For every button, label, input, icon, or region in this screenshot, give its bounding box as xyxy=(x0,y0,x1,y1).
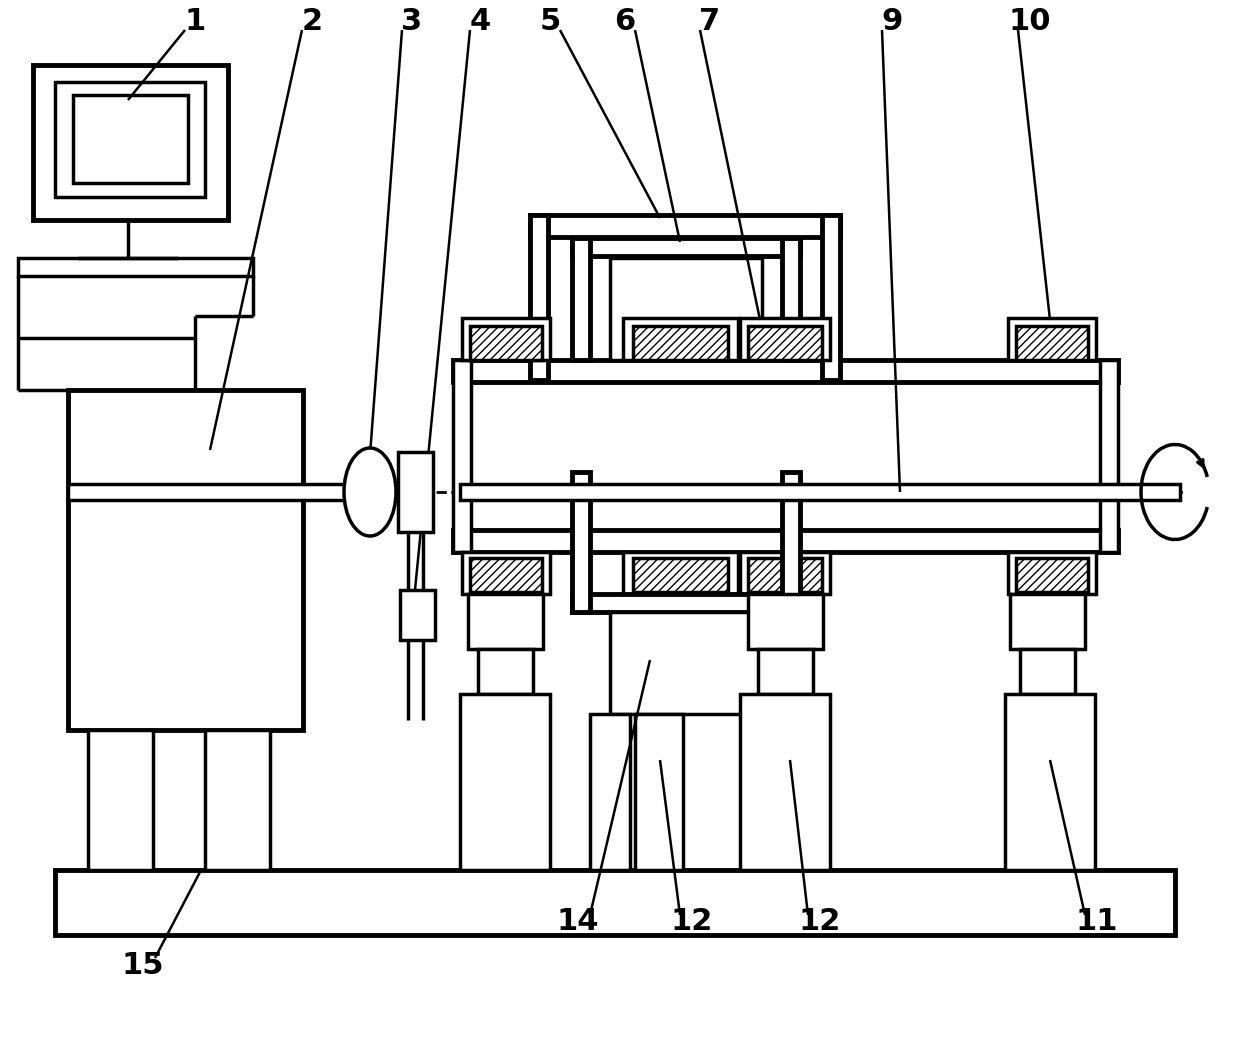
Bar xyxy=(1011,594,1085,649)
Bar xyxy=(1021,649,1075,694)
Bar xyxy=(740,552,830,594)
Bar xyxy=(55,82,205,197)
Bar xyxy=(467,594,543,649)
Bar xyxy=(1016,558,1087,592)
Bar xyxy=(748,326,822,360)
Bar xyxy=(632,326,728,360)
Bar xyxy=(463,318,551,360)
Bar xyxy=(463,552,551,594)
Bar xyxy=(635,714,683,870)
Bar xyxy=(529,215,548,380)
Bar xyxy=(401,590,435,640)
Bar xyxy=(529,215,839,237)
Text: 14: 14 xyxy=(557,908,599,936)
Text: 9: 9 xyxy=(882,7,903,37)
Bar xyxy=(1016,326,1087,360)
Bar xyxy=(1008,318,1096,360)
Text: 11: 11 xyxy=(1076,908,1118,936)
Bar xyxy=(742,714,782,870)
Text: 7: 7 xyxy=(699,7,720,37)
Text: 2: 2 xyxy=(301,7,322,37)
Bar xyxy=(68,390,303,730)
Bar xyxy=(453,530,1118,552)
Text: 5: 5 xyxy=(539,7,560,37)
Text: 1: 1 xyxy=(185,7,206,37)
Text: 12: 12 xyxy=(799,908,841,936)
Bar xyxy=(622,552,738,594)
Bar xyxy=(610,258,763,360)
Bar xyxy=(88,730,153,870)
Bar xyxy=(73,95,188,183)
Bar xyxy=(19,258,253,276)
Bar xyxy=(460,694,551,870)
Bar xyxy=(572,238,800,256)
Bar xyxy=(470,326,542,360)
Bar xyxy=(758,649,813,694)
Bar xyxy=(822,215,839,380)
Bar xyxy=(782,238,800,360)
Text: 12: 12 xyxy=(671,908,713,936)
Bar xyxy=(1004,694,1095,870)
Bar xyxy=(33,65,228,220)
Bar xyxy=(470,558,542,592)
Bar xyxy=(572,594,800,612)
Ellipse shape xyxy=(343,448,396,536)
Bar xyxy=(572,238,590,360)
Bar xyxy=(477,649,533,694)
Text: 10: 10 xyxy=(1009,7,1052,37)
Bar xyxy=(55,870,1176,935)
Text: 6: 6 xyxy=(614,7,636,37)
Bar xyxy=(1100,360,1118,552)
Bar xyxy=(205,730,270,870)
Bar xyxy=(460,484,1180,500)
Text: 4: 4 xyxy=(470,7,491,37)
Bar xyxy=(572,472,590,612)
Bar xyxy=(453,360,1118,382)
Bar xyxy=(68,484,393,500)
Text: 15: 15 xyxy=(122,952,164,980)
Text: 3: 3 xyxy=(402,7,423,37)
Bar xyxy=(622,318,738,360)
Bar xyxy=(740,318,830,360)
Bar xyxy=(632,558,728,592)
Bar xyxy=(610,612,763,714)
Bar xyxy=(398,452,433,532)
Bar xyxy=(740,694,830,870)
Bar xyxy=(748,558,822,592)
Bar xyxy=(1008,552,1096,594)
Bar xyxy=(748,594,823,649)
Bar xyxy=(782,472,800,612)
Bar xyxy=(590,714,630,870)
Bar xyxy=(453,360,471,552)
